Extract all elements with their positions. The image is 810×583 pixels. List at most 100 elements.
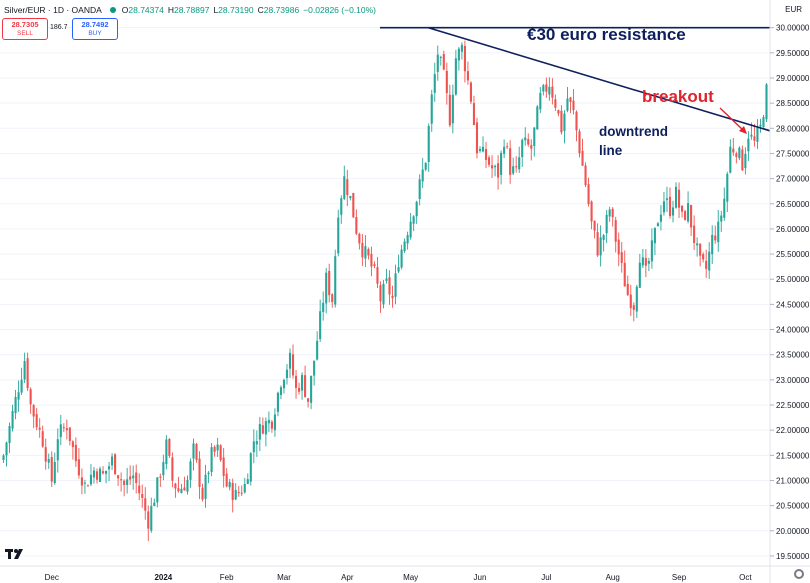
candle [674, 182, 678, 209]
candle [454, 49, 457, 96]
candle [509, 140, 512, 184]
candle [388, 270, 391, 305]
candle [310, 375, 313, 410]
candle [153, 498, 156, 507]
candle [608, 206, 611, 222]
candle [527, 133, 530, 147]
breakout-annotation: breakout [642, 87, 714, 106]
candle [243, 477, 246, 494]
candle [62, 423, 65, 433]
candle [95, 468, 99, 484]
candle [430, 89, 433, 132]
candle [255, 430, 258, 457]
buy-button[interactable]: 28.7492 BUY [72, 18, 118, 40]
x-tick-label: May [403, 573, 418, 582]
candle [273, 408, 276, 437]
candle [693, 215, 696, 251]
candle [687, 191, 690, 224]
x-tick-label: Jul [541, 573, 551, 582]
candle [524, 127, 527, 146]
candle [717, 209, 720, 252]
candle [213, 445, 216, 457]
candle [575, 110, 578, 142]
candle [291, 344, 295, 379]
candle [258, 416, 261, 452]
candle [5, 441, 8, 467]
candle [551, 78, 554, 105]
x-tick-label: Oct [739, 573, 752, 582]
time-axis[interactable]: Dec 2024 Feb Mar Apr May Jun Jul Aug Sep Oct [45, 573, 753, 582]
buy-price: 28.7492 [81, 20, 109, 29]
candle [412, 215, 415, 232]
candle [65, 419, 68, 440]
price-axis[interactable]: 19.50000 20.00000 20.50000 21.00000 21.50000… [770, 24, 810, 561]
sell-button[interactable]: 28.7305 SELL [2, 18, 48, 40]
candle [708, 242, 711, 279]
x-tick-label: Aug [606, 573, 620, 582]
candle [132, 465, 135, 490]
candle [126, 467, 129, 494]
candle [307, 398, 310, 408]
candle [400, 244, 403, 270]
open-value: 28.74374 [128, 5, 164, 15]
candle [358, 232, 361, 250]
candle [759, 118, 762, 133]
candle [32, 404, 35, 429]
candle [228, 478, 231, 491]
candle [641, 248, 644, 269]
candle [304, 365, 307, 398]
candle [104, 470, 108, 484]
low-label: L [213, 5, 219, 15]
spread-value: 186.7 [50, 24, 68, 31]
candle [23, 352, 26, 384]
candle [364, 235, 367, 267]
y-tick-label: 26.50000 [776, 200, 810, 209]
y-tick-label: 28.50000 [776, 99, 810, 108]
candle [180, 483, 183, 494]
tradingview-logo-icon[interactable] [5, 547, 27, 561]
candle [747, 131, 750, 161]
candle [472, 95, 476, 126]
candle [484, 141, 488, 168]
candle [762, 114, 765, 128]
candle [614, 216, 617, 253]
candle [563, 110, 566, 144]
candle [198, 451, 201, 500]
candle [518, 146, 521, 173]
low-value: 28.73190 [218, 5, 254, 15]
candle [135, 464, 138, 494]
currency-label[interactable]: EUR [785, 5, 802, 14]
candle [261, 417, 264, 435]
candle [744, 147, 747, 175]
candle [98, 466, 102, 482]
candle [144, 487, 147, 520]
candle [210, 442, 213, 477]
candle [337, 209, 340, 257]
y-tick-label: 19.50000 [776, 552, 810, 561]
candle [635, 284, 638, 318]
candle [319, 299, 322, 342]
y-tick-label: 30.00000 [776, 24, 810, 33]
candle [644, 249, 647, 278]
candle [626, 275, 629, 296]
candle [117, 474, 120, 486]
candle [566, 86, 569, 113]
candle [503, 139, 506, 159]
candle [367, 247, 370, 260]
candle [533, 127, 536, 157]
candle [587, 177, 590, 207]
candle [352, 192, 355, 218]
downtrend-annotation-line1: downtrend [599, 124, 668, 139]
downtrend-line[interactable] [427, 26, 771, 132]
candle [252, 429, 255, 464]
candle [753, 124, 756, 147]
symbol-title[interactable]: Silver/EUR · 1D · OANDA [4, 5, 102, 15]
settings-gear-icon[interactable] [794, 569, 804, 579]
candle [638, 253, 641, 289]
candle [276, 391, 279, 417]
candle [617, 232, 620, 267]
candle [59, 414, 62, 446]
y-tick-label: 27.00000 [776, 175, 810, 184]
candle [123, 479, 126, 497]
